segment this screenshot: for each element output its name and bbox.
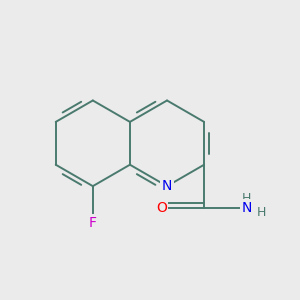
Text: H: H	[242, 192, 252, 205]
Text: H: H	[256, 206, 266, 219]
Text: N: N	[162, 179, 172, 193]
Text: F: F	[89, 215, 97, 230]
Text: N: N	[242, 201, 252, 214]
Text: O: O	[156, 201, 167, 214]
